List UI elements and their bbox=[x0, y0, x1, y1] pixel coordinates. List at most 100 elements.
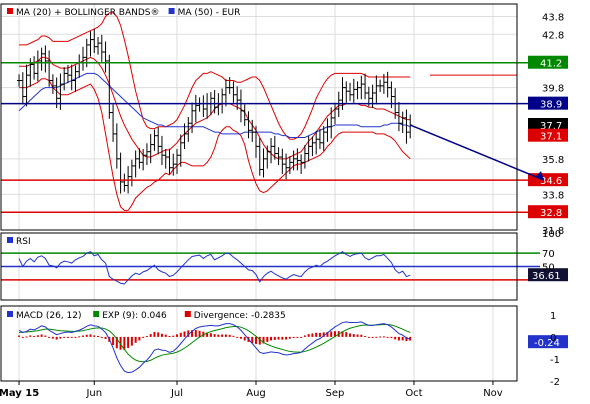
divergence-bar bbox=[236, 336, 239, 338]
level-tag bbox=[528, 96, 568, 110]
divergence-bar bbox=[59, 336, 62, 339]
price-tag bbox=[528, 118, 568, 132]
divergence-bar bbox=[326, 331, 329, 337]
rsi-current-label: 36.61 bbox=[532, 271, 561, 282]
macd-legend-swatch bbox=[7, 311, 13, 317]
rsi-tick-label: 100 bbox=[542, 229, 561, 240]
divergence-bar bbox=[386, 336, 389, 338]
divergence-bar bbox=[221, 334, 224, 337]
price-tick-label: 43.8 bbox=[542, 12, 564, 23]
divergence-bar bbox=[176, 334, 179, 337]
macd-legend-swatch bbox=[184, 311, 191, 317]
divergence-bar bbox=[202, 331, 205, 337]
divergence-bar bbox=[179, 332, 182, 337]
divergence-bar bbox=[307, 334, 310, 337]
divergence-bar bbox=[74, 336, 77, 338]
divergence-bar bbox=[191, 330, 194, 337]
divergence-bar bbox=[48, 336, 51, 338]
macd-tick-label: -1 bbox=[550, 355, 560, 366]
rsi-tick-label: 70 bbox=[542, 249, 555, 260]
price-tag-label: 37.1 bbox=[540, 132, 562, 143]
divergence-bar bbox=[296, 336, 299, 338]
price-tick-label: 31.8 bbox=[542, 226, 564, 237]
divergence-bar bbox=[153, 331, 156, 337]
divergence-bar bbox=[292, 336, 295, 338]
divergence-bar bbox=[130, 336, 133, 346]
divergence-bar bbox=[55, 336, 58, 340]
price-tag bbox=[528, 128, 568, 142]
forecast-arrow-head bbox=[536, 171, 544, 181]
divergence-bar bbox=[405, 336, 408, 342]
divergence-bar bbox=[224, 334, 227, 337]
rsi-legend-swatch bbox=[7, 237, 13, 243]
divergence-bar bbox=[104, 336, 107, 339]
level-tag-label: 34.6 bbox=[540, 176, 562, 187]
divergence-bar bbox=[168, 335, 171, 337]
panel-frame bbox=[0, 305, 518, 382]
price-tag-label: 37.7 bbox=[540, 121, 562, 132]
divergence-bar bbox=[206, 332, 209, 337]
divergence-bar bbox=[123, 336, 126, 350]
price-panel: 41.2 38.9 34.6 32.8 gap 37.737.1 MA (20) + BOL… bbox=[1, 8, 568, 219]
divergence-bar bbox=[157, 332, 160, 337]
signal-line bbox=[19, 324, 411, 363]
divergence-bar bbox=[401, 336, 404, 341]
x-tick-label: Jun bbox=[85, 388, 102, 399]
grid-layer bbox=[1, 4, 517, 381]
divergence-bar bbox=[288, 336, 291, 339]
rsi-panel: 36.61 RSI bbox=[1, 237, 568, 285]
macd-current-label: -0.24 bbox=[534, 338, 560, 349]
x-tick-label: Oct bbox=[405, 388, 422, 399]
divergence-bar bbox=[360, 334, 363, 337]
bollinger-upper-line bbox=[19, 12, 411, 140]
divergence-bar bbox=[25, 336, 28, 338]
divergence-bar bbox=[266, 336, 269, 342]
divergence-bar bbox=[277, 336, 280, 340]
level-tag-label: 41.2 bbox=[540, 59, 562, 70]
rsi-title: RSI bbox=[16, 237, 31, 247]
divergence-bar bbox=[198, 330, 201, 337]
macd-tick-label: 0 bbox=[550, 333, 556, 344]
legend-label: MA (20) + BOLLINGER BANDS® bbox=[16, 8, 160, 18]
divergence-bar bbox=[352, 334, 355, 337]
gap-label: gap bbox=[553, 71, 568, 80]
divergence-bar bbox=[281, 336, 284, 340]
macd-tick-label: 1 bbox=[550, 311, 556, 322]
macd-legend-label: EXP (9): 0.046 bbox=[102, 311, 167, 321]
divergence-bar bbox=[322, 332, 325, 337]
macd-panel: -0.24 MACD (26, 12) EXP (9): 0.046 Divergen… bbox=[7, 311, 568, 374]
divergence-bar bbox=[341, 331, 344, 337]
divergence-bar bbox=[390, 336, 393, 339]
divergence-bar bbox=[112, 336, 115, 346]
divergence-bar bbox=[145, 336, 148, 338]
divergence-bar bbox=[66, 336, 69, 338]
divergence-bar bbox=[63, 336, 66, 338]
macd-legend-label: MACD (26, 12) bbox=[16, 311, 82, 321]
x-tick-label: Jul bbox=[170, 388, 183, 399]
x-tick-label: Sep bbox=[326, 388, 345, 399]
divergence-bar bbox=[356, 334, 359, 337]
divergence-bar bbox=[134, 336, 137, 343]
divergence-bar bbox=[160, 333, 163, 337]
divergence-bar bbox=[303, 335, 306, 337]
level-tag-label: 38.9 bbox=[540, 100, 562, 111]
divergence-bar bbox=[89, 334, 92, 337]
divergence-bar bbox=[315, 332, 318, 337]
divergence-bar bbox=[29, 335, 32, 337]
divergence-bar bbox=[194, 330, 197, 337]
price-tick-label: 42.8 bbox=[542, 30, 564, 41]
rsi-tick-label: 50 bbox=[542, 263, 555, 274]
divergence-bar bbox=[273, 336, 276, 340]
macd-legend-label: Divergence: -0.2835 bbox=[194, 311, 286, 321]
divergence-bar bbox=[364, 336, 367, 338]
divergence-bar bbox=[232, 335, 235, 337]
forecast-arrow-line bbox=[409, 124, 545, 181]
divergence-bar bbox=[142, 336, 145, 338]
divergence-bar bbox=[228, 334, 231, 337]
macd-line bbox=[18, 321, 411, 374]
divergence-bar bbox=[21, 336, 24, 338]
legend-label: MA (50) - EUR bbox=[178, 8, 241, 18]
divergence-bar bbox=[213, 334, 216, 337]
